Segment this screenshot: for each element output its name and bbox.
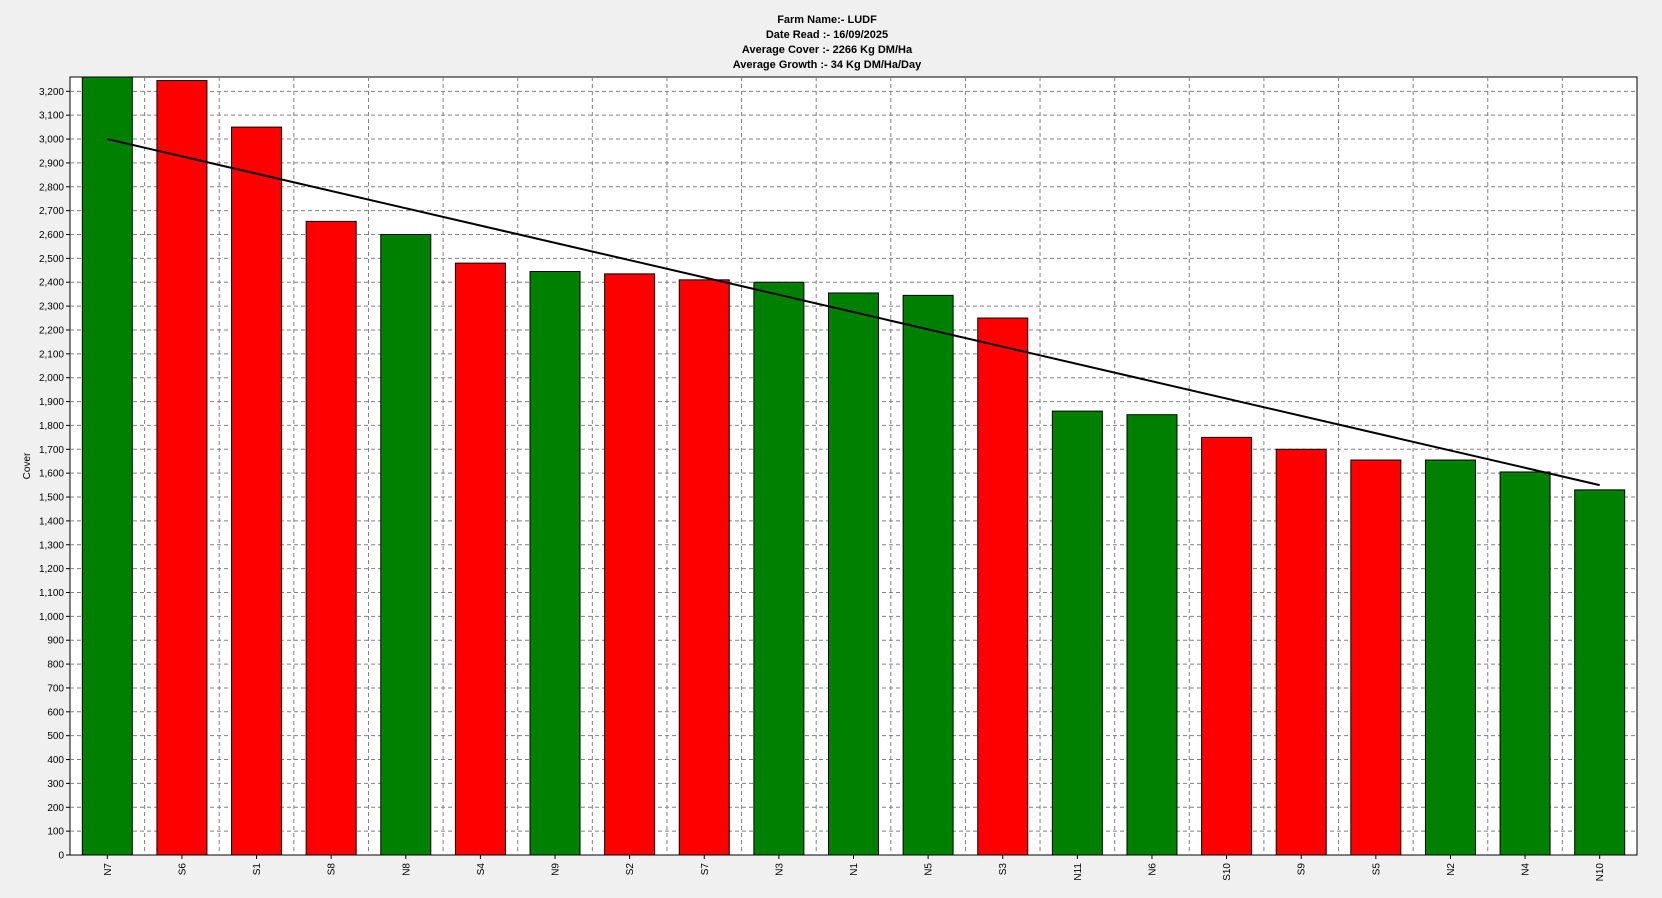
bar-s2 [604, 273, 656, 856]
x-tick-label-s8: S8 [327, 863, 338, 876]
y-tick-label: 1,500 [39, 493, 64, 504]
y-tick-label: 500 [47, 731, 64, 742]
bar-n10 [1574, 489, 1626, 856]
x-tick-label-n3: N3 [774, 863, 785, 876]
x-tick-label-s6: S6 [177, 863, 188, 876]
y-tick-label: 1,600 [39, 469, 64, 480]
y-tick-label: 3,100 [39, 111, 64, 122]
x-tick-label-s9: S9 [1297, 863, 1308, 876]
y-tick-label: 2,400 [39, 278, 64, 289]
y-tick-label: 1,200 [39, 564, 64, 575]
x-tick-label-n8: N8 [401, 863, 412, 876]
date-read-title: Date Read :- 16/09/2025 [766, 29, 888, 41]
x-tick-label-s2: S2 [625, 863, 636, 876]
bar-s10 [1201, 436, 1253, 856]
bar-n2 [1424, 459, 1476, 856]
bar-n4 [1499, 471, 1551, 856]
average-growth-title: Average Growth :- 34 Kg DM/Ha/Day [733, 59, 922, 71]
bar-n7 [81, 76, 133, 856]
bar-n3 [753, 281, 805, 856]
x-tick-label-s10: S10 [1222, 863, 1233, 881]
bar-s4 [454, 262, 506, 856]
y-tick-label: 200 [47, 803, 64, 814]
y-tick-label: 1,000 [39, 612, 64, 623]
bar-s8 [305, 220, 357, 856]
y-tick-label: 900 [47, 636, 64, 647]
bar-s7 [678, 279, 730, 856]
farm-name-title: Farm Name:- LUDF [777, 14, 877, 26]
x-tick-label-s1: S1 [252, 863, 263, 876]
y-tick-label: 1,800 [39, 421, 64, 432]
bar-n5 [902, 294, 954, 856]
x-tick-label-n11: N11 [1073, 863, 1084, 881]
y-tick-label: 2,500 [39, 254, 64, 265]
chart-header: Farm Name:- LUDF Date Read :- 16/09/2025… [733, 14, 922, 71]
y-tick-label: 300 [47, 779, 64, 790]
x-tick-label-s4: S4 [476, 863, 487, 876]
y-tick-label: 2,900 [39, 158, 64, 169]
x-axis: N7 S6 S1 S8 N8 S4 N9 S2 S7 N3 N1 N5 S3 N11 N6 S10 S9 S5 N2… [103, 855, 1606, 881]
bar-s6 [156, 80, 208, 856]
average-cover-title: Average Cover :- 2266 Kg DM/Ha [742, 44, 913, 56]
y-tick-label: 2,700 [39, 206, 64, 217]
y-tick-label: 1,900 [39, 397, 64, 408]
x-tick-label-n9: N9 [551, 863, 562, 876]
bar-n6 [1126, 414, 1178, 856]
bar-s1 [231, 126, 283, 856]
bar-s9 [1275, 448, 1327, 856]
y-tick-label: 1,300 [39, 540, 64, 551]
bars [81, 76, 1626, 856]
x-tick-label-n5: N5 [924, 863, 935, 876]
y-tick-label: 100 [47, 827, 64, 838]
x-tick-label-s5: S5 [1371, 863, 1382, 876]
x-tick-label-n1: N1 [849, 863, 860, 876]
x-tick-label-s7: S7 [700, 863, 711, 876]
bar-s5 [1350, 459, 1402, 856]
trend-layer [107, 138, 1600, 487]
x-tick-label-n4: N4 [1521, 863, 1532, 876]
y-tick-label: 1,100 [39, 588, 64, 599]
y-tick-label: 800 [47, 660, 64, 671]
bar-n11 [1051, 410, 1103, 856]
x-tick-label-n2: N2 [1446, 863, 1457, 876]
y-tick-label: 2,300 [39, 302, 64, 313]
bar-n8 [380, 234, 432, 856]
y-tick-label: 2,600 [39, 230, 64, 241]
y-tick-label: 3,200 [39, 87, 64, 98]
y-tick-label: 2,800 [39, 182, 64, 193]
bar-n1 [828, 292, 879, 856]
y-tick-label: 2,200 [39, 325, 64, 336]
y-tick-label: 3,000 [39, 135, 64, 146]
y-axis-label: Cover [22, 452, 33, 479]
x-tick-label-n6: N6 [1147, 863, 1158, 876]
x-tick-label-s3: S3 [998, 863, 1009, 876]
y-tick-label: 400 [47, 755, 64, 766]
y-tick-label: 2,000 [39, 373, 64, 384]
x-tick-label-n7: N7 [103, 863, 114, 876]
y-tick-label: 600 [47, 707, 64, 718]
y-tick-label: 0 [58, 851, 64, 862]
bar-n9 [529, 271, 581, 856]
x-tick-label-n10: N10 [1595, 863, 1606, 882]
trend-line [107, 138, 1600, 487]
bar-s3 [977, 317, 1029, 856]
y-tick-label: 700 [47, 683, 64, 694]
y-tick-label: 1,400 [39, 516, 64, 527]
y-tick-label: 1,700 [39, 445, 64, 456]
y-axis: 0 100 200 300 400 500 600 700 800 900 1,000 1,100 1,… [39, 87, 70, 862]
y-tick-label: 2,100 [39, 349, 64, 360]
